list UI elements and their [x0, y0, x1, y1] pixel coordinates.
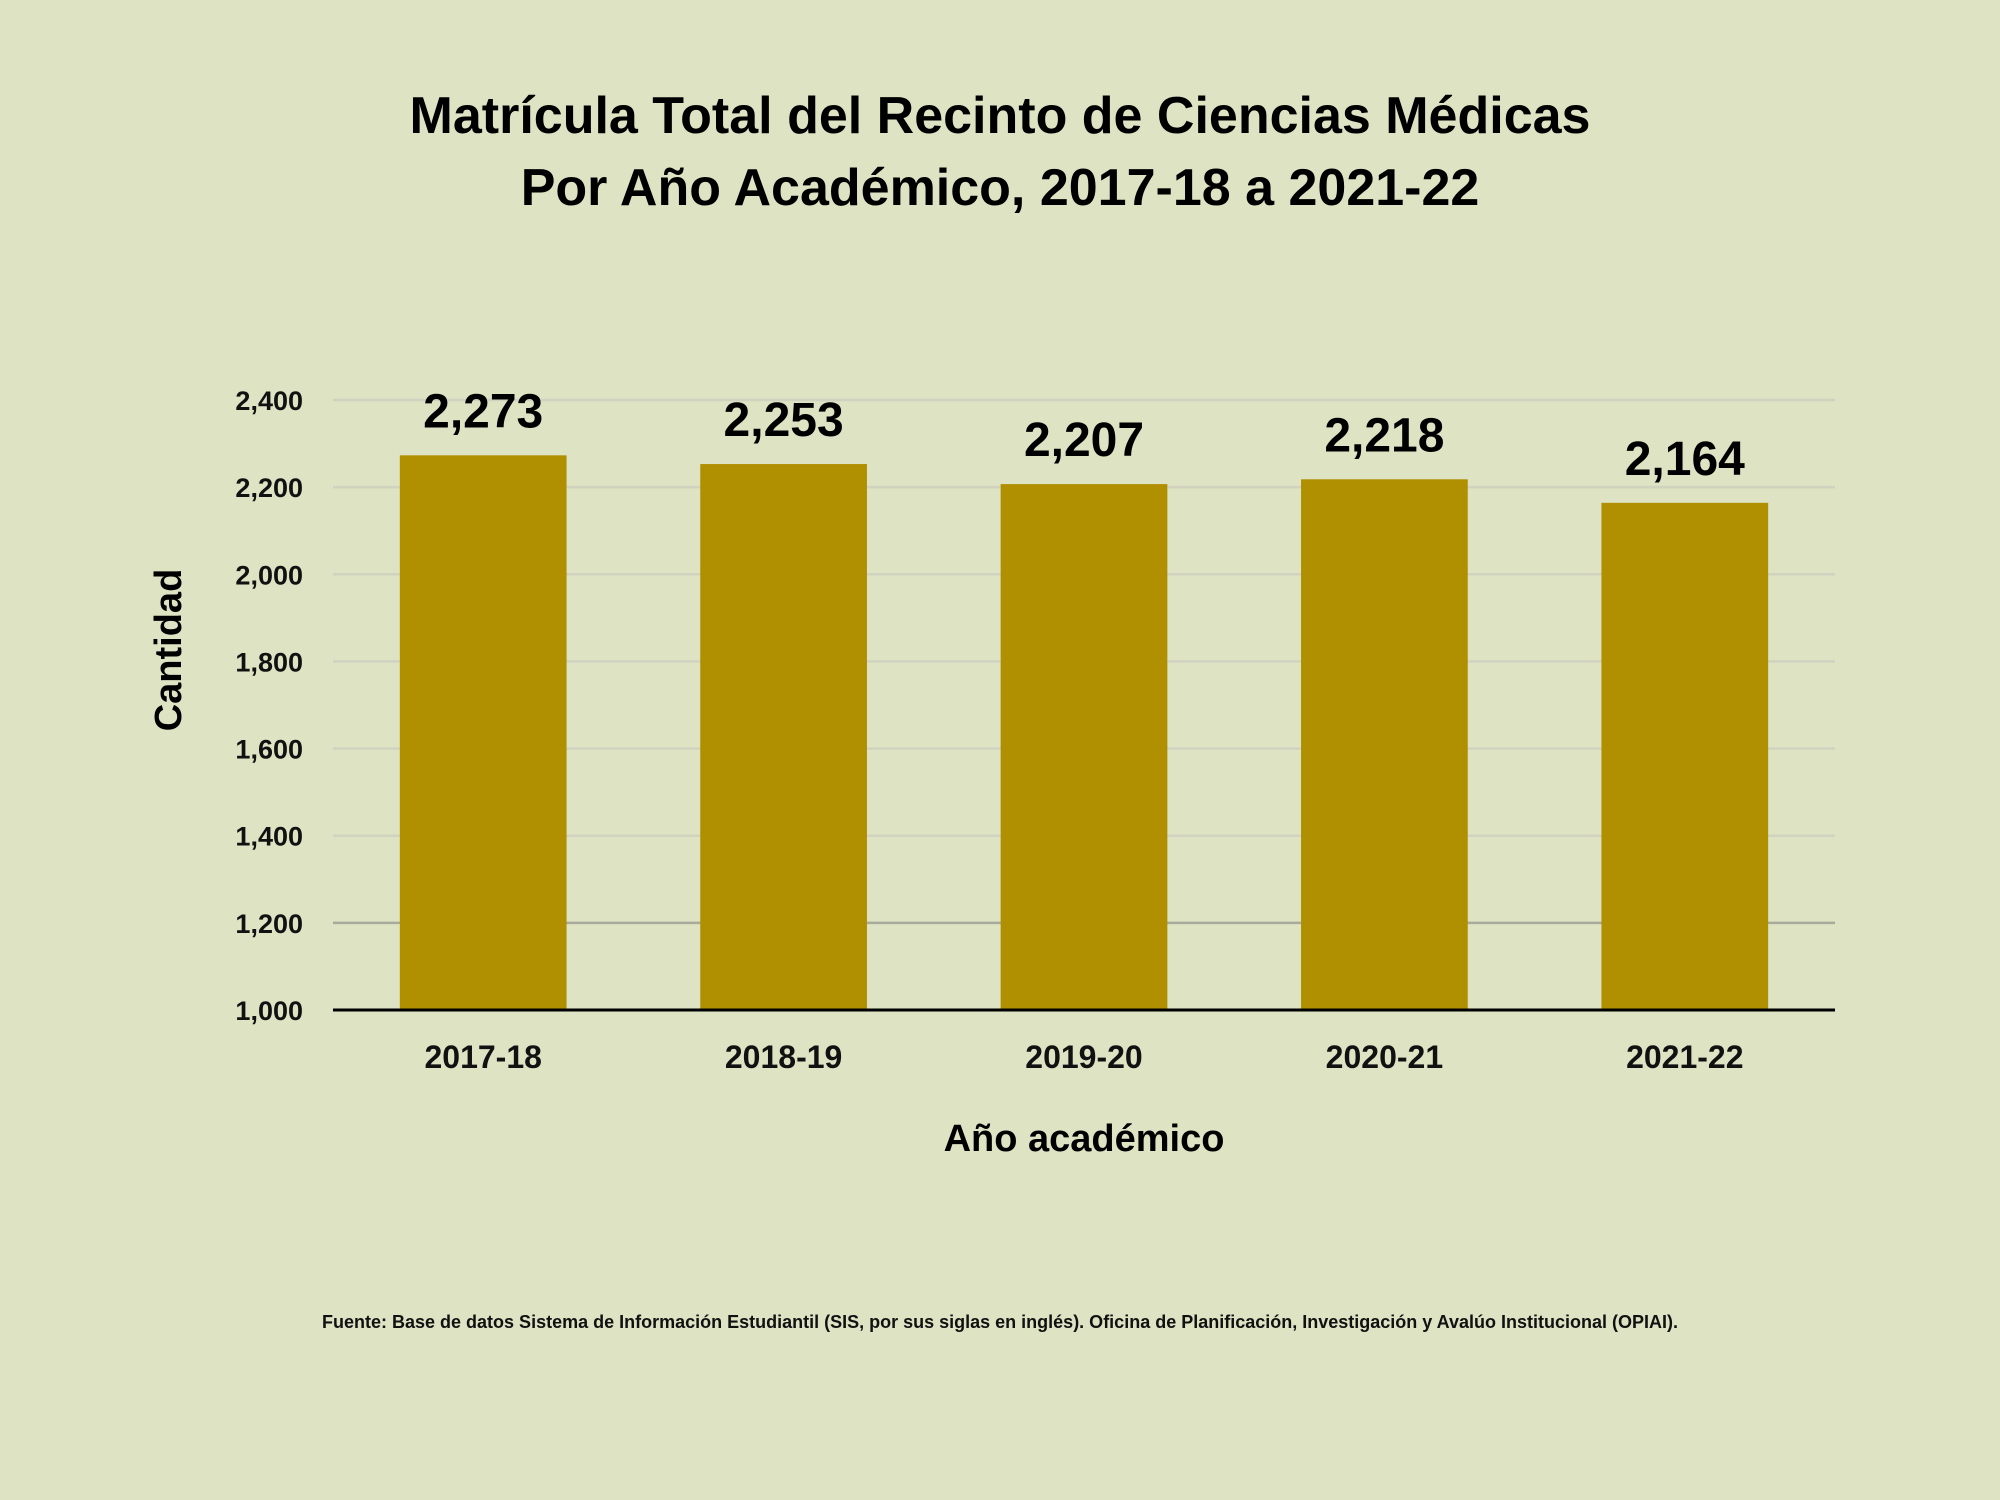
bar-2020-21: [1301, 479, 1468, 1010]
data-label-2021-22: 2,164: [1625, 433, 1745, 486]
source-note: Fuente: Base de datos Sistema de Informa…: [322, 1312, 1678, 1332]
bar-2021-22: [1601, 502, 1769, 1010]
data-label-2020-21: 2,218: [1324, 409, 1444, 462]
y-tick-label: 1,600: [235, 735, 303, 765]
y-tick-label: 2,000: [235, 560, 303, 590]
x-tick-label: 2019-20: [1025, 1039, 1142, 1075]
data-labels: 2,273 2,253 2,207 2,218 2,164: [423, 385, 1745, 485]
bar-2019-20: [1000, 484, 1168, 1010]
bar-2017-18: [399, 455, 567, 1011]
y-tick-label: 1,800: [235, 647, 303, 677]
x-tick-label: 2020-21: [1326, 1039, 1443, 1075]
x-axis-ticks: 2017-18 2018-19 2019-20 2020-21 2021-22: [424, 1039, 1743, 1075]
data-label-2017-18: 2,273: [423, 385, 543, 438]
data-label-2018-19: 2,253: [724, 394, 844, 447]
x-tick-label: 2018-19: [725, 1039, 842, 1075]
bar-2018-19: [700, 464, 867, 1010]
data-label-2019-20: 2,207: [1024, 414, 1144, 467]
y-tick-label: 1,000: [235, 996, 303, 1026]
y-axis-title: Cantidad: [148, 569, 190, 732]
chart-title: Matrícula Total del Recinto de Ciencias …: [0, 80, 2000, 224]
bars: [399, 455, 1769, 1011]
y-axis-ticks: 1,000 1,200 1,400 1,600 1,800 2,000 2,200 2,400: [235, 386, 303, 1026]
chart-title-line-1: Matrícula Total del Recinto de Ciencias …: [409, 87, 1591, 145]
x-tick-label: 2017-18: [424, 1039, 541, 1075]
y-tick-label: 2,400: [235, 386, 303, 416]
x-axis-title: Año académico: [944, 1118, 1225, 1160]
y-tick-label: 1,200: [235, 909, 303, 939]
y-tick-label: 2,200: [235, 473, 303, 503]
x-tick-label: 2021-22: [1626, 1039, 1743, 1075]
chart-title-line-2: Por Año Académico, 2017-18 a 2021-22: [520, 159, 1480, 217]
y-tick-label: 1,400: [235, 822, 303, 852]
